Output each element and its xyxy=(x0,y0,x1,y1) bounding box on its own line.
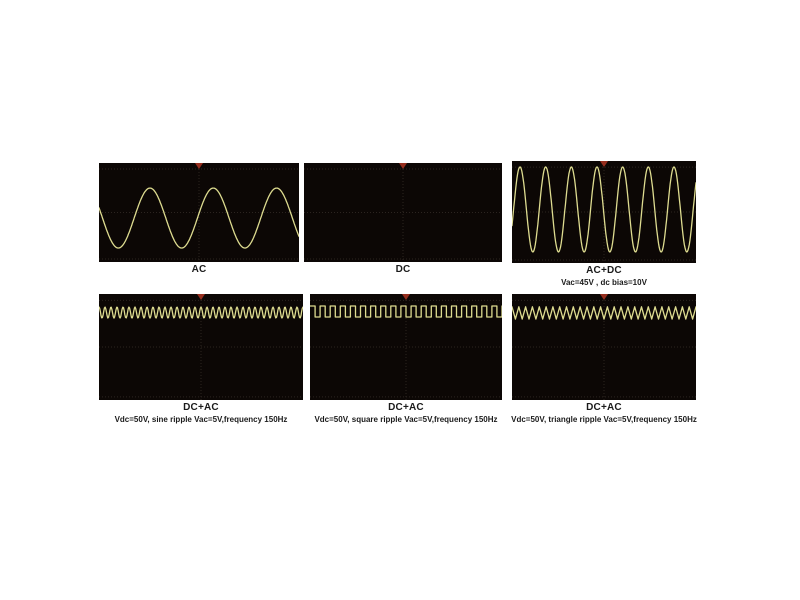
scope-screen xyxy=(512,161,696,263)
waveform-svg xyxy=(99,294,303,400)
scope-screen xyxy=(304,163,502,262)
waveform-svg xyxy=(304,163,502,262)
waveform-trace xyxy=(99,187,299,249)
scope-screen xyxy=(99,294,303,400)
scope-panel-dc-ac-square-ripple: DC+AC Vdc=50V, square ripple Vac=5V,freq… xyxy=(310,294,502,424)
trigger-marker-icon xyxy=(600,161,608,167)
waveform-svg xyxy=(99,163,299,262)
waveform-trace xyxy=(99,306,303,319)
panel-title: DC+AC xyxy=(586,402,622,413)
waveform-svg xyxy=(310,294,502,400)
panel-title: AC xyxy=(191,264,207,275)
panel-caption: DC+AC Vdc=50V, sine ripple Vac=5V,freque… xyxy=(84,400,318,425)
panel-subtitle: Vdc=50V, square ripple Vac=5V,frequency … xyxy=(314,415,498,424)
panel-subtitle: Vac=45V , dc bias=10V xyxy=(561,278,647,287)
panel-title: DC xyxy=(395,264,411,275)
trigger-marker-icon xyxy=(195,163,203,169)
scope-panel-ac: AC xyxy=(99,163,299,275)
trigger-marker-icon xyxy=(197,294,205,300)
waveform-svg xyxy=(512,294,696,400)
scope-panel-dc: DC xyxy=(304,163,502,275)
panel-caption: AC+DC Vac=45V , dc bias=10V xyxy=(497,263,711,288)
trigger-marker-icon xyxy=(600,294,608,300)
trigger-marker-icon xyxy=(399,163,407,169)
panel-caption: DC+AC Vdc=50V, square ripple Vac=5V,freq… xyxy=(295,400,517,425)
panel-title: DC+AC xyxy=(183,402,219,413)
scope-screen xyxy=(99,163,299,262)
scope-screen xyxy=(310,294,502,400)
scope-panel-ac-plus-dc: AC+DC Vac=45V , dc bias=10V xyxy=(512,161,696,287)
waveform-trace xyxy=(512,166,696,253)
panel-caption: DC+AC Vdc=50V, triangle ripple Vac=5V,fr… xyxy=(509,400,699,425)
panel-title: AC+DC xyxy=(586,265,622,276)
scope-screen xyxy=(512,294,696,400)
trigger-marker-icon xyxy=(402,294,410,300)
panel-caption: AC xyxy=(84,262,314,277)
waveform-trace xyxy=(512,306,696,320)
panel-caption: DC xyxy=(289,262,517,277)
scope-panel-dc-ac-triangle-ripple: DC+AC Vdc=50V, triangle ripple Vac=5V,fr… xyxy=(511,294,697,424)
scope-panel-dc-ac-sine-ripple: DC+AC Vdc=50V, sine ripple Vac=5V,freque… xyxy=(99,294,303,424)
waveform-trace xyxy=(310,305,502,318)
panel-title: DC+AC xyxy=(388,402,424,413)
panel-subtitle: Vdc=50V, triangle ripple Vac=5V,frequenc… xyxy=(511,415,697,424)
waveform-svg xyxy=(512,161,696,263)
panel-subtitle: Vdc=50V, sine ripple Vac=5V,frequency 15… xyxy=(114,415,288,424)
